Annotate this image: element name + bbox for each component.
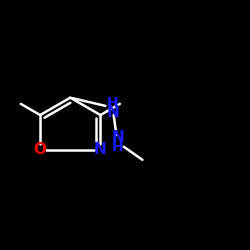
Text: N: N [111,130,124,145]
Text: H: H [107,96,118,110]
Text: H: H [112,140,123,154]
Text: N: N [106,105,119,120]
Text: N: N [94,142,107,157]
Text: O: O [34,142,47,157]
